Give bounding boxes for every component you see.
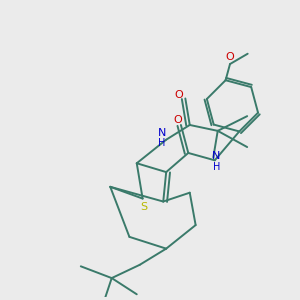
Text: N: N — [212, 151, 220, 161]
Text: H: H — [213, 162, 220, 172]
Text: O: O — [225, 52, 234, 62]
Text: S: S — [140, 202, 148, 212]
Text: H: H — [158, 138, 166, 148]
Text: N: N — [158, 128, 166, 138]
Text: O: O — [174, 115, 182, 125]
Text: O: O — [175, 90, 183, 100]
